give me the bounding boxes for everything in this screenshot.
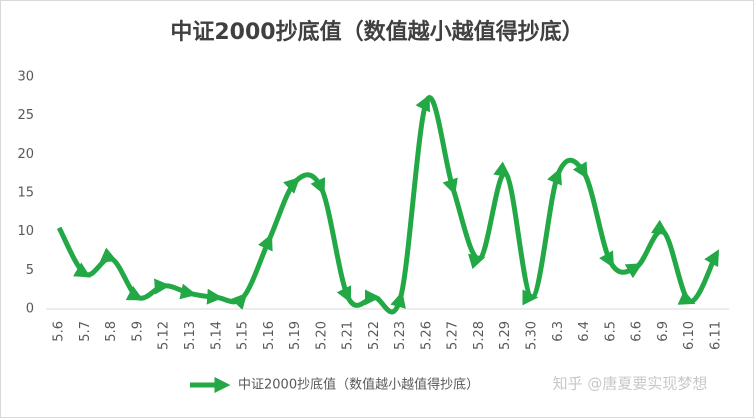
x-tick-label: 5.14 <box>209 321 224 350</box>
x-tick-label: 5.23 <box>393 321 408 350</box>
x-tick-label: 6.5 <box>603 321 618 342</box>
chart-title: 中证2000抄底值（数值越小越值得抄底） <box>170 19 583 45</box>
y-tick-label: 25 <box>17 108 34 123</box>
x-tick-label: 5.8 <box>104 321 119 342</box>
y-tick-label: 15 <box>17 186 34 201</box>
y-tick-label: 30 <box>17 70 34 85</box>
x-tick-label: 5.28 <box>472 321 487 350</box>
x-tick-label: 6.6 <box>630 321 645 342</box>
x-tick-label: 6.10 <box>682 321 697 350</box>
x-tick-label: 5.13 <box>183 321 198 350</box>
line-series <box>56 94 720 315</box>
x-tick-label: 6.9 <box>656 321 671 342</box>
x-tick-label: 5.22 <box>367 321 382 350</box>
y-tick-label: 20 <box>17 147 34 162</box>
x-tick-label: 6.3 <box>551 321 566 342</box>
x-tick-label: 6.4 <box>577 321 592 342</box>
y-tick-label: 10 <box>17 224 34 239</box>
x-tick-label: 5.9 <box>130 321 145 342</box>
x-tick-label: 5.12 <box>157 321 172 350</box>
legend-label: 中证2000抄底值（数值越小越值得抄底） <box>238 377 479 393</box>
x-tick-label: 6.11 <box>708 321 723 350</box>
x-tick-label: 5.6 <box>52 321 67 342</box>
x-tick-label: 5.16 <box>262 321 277 350</box>
x-tick-label: 5.20 <box>314 321 329 350</box>
y-tick-label: 0 <box>26 302 34 317</box>
y-tick-label: 5 <box>26 263 34 278</box>
x-tick-label: 5.7 <box>78 321 93 342</box>
x-tick-label: 5.30 <box>524 321 539 350</box>
x-tick-label: 5.29 <box>498 321 513 350</box>
x-tick-label: 5.15 <box>236 321 251 350</box>
x-tick-label: 5.26 <box>419 321 434 350</box>
x-tick-label: 5.27 <box>446 321 461 350</box>
x-tick-label: 5.19 <box>288 321 303 350</box>
x-tick-label: 5.21 <box>341 321 356 350</box>
watermark: 知乎 @唐夏要实现梦想 <box>553 375 708 393</box>
